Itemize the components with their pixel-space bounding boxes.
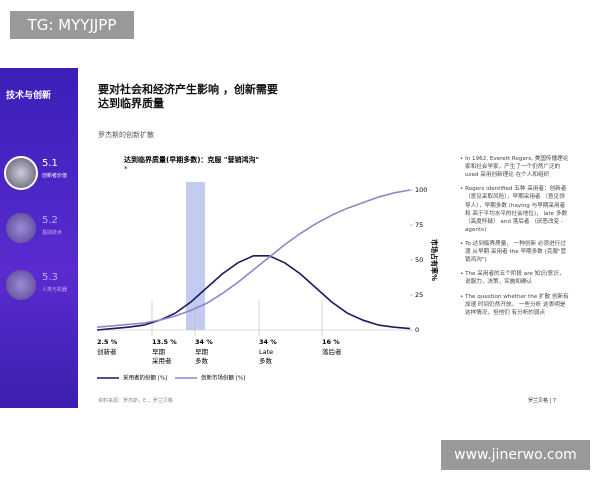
sidebar-title: 技术与创新 (6, 91, 52, 101)
watermark: TG: MYYJJPP (10, 11, 134, 39)
y2-tick-label: 25 (415, 291, 423, 299)
y2-tick-label: 75 (415, 221, 423, 229)
sidebar: 技术与创新 5.1 创新者价值 5.2 基础技术 5.3 人类与机器 (0, 68, 78, 408)
segment-share: 16 % (322, 338, 340, 346)
segment-name: 早期 (195, 348, 209, 356)
segment-share: 2.5 % (97, 338, 118, 346)
notes: • In 1962, Everett Rogers, 美国传播理论家和社会学家，… (460, 155, 570, 323)
y2-axis-label: 市场占有率% (430, 239, 439, 281)
note: • In 1962, Everett Rogers, 美国传播理论家和社会学家，… (460, 156, 569, 179)
note: • The 采用者的五个阶段 are 知识/意识，说服力，决策，实施和确认 (460, 271, 565, 286)
segment-name: 多数 (259, 356, 273, 365)
title-line: 要对社会和经济产生影响 ，创新需要 (98, 83, 278, 96)
y2-tick-label: 0 (415, 326, 419, 334)
footer-page: 罗兰贝格 | 7 (528, 398, 557, 404)
chart-title-note: * (124, 165, 128, 173)
note: • Rogers identified 五种 采用者：创新者 （意见采取风险），… (460, 186, 568, 233)
y2-tick-label: 50 (415, 256, 423, 264)
segment-name: 采用者 (152, 356, 172, 365)
series-line (96, 255, 411, 331)
footer-source: 资料来源：罗杰斯，E.；罗兰贝格 (98, 398, 173, 404)
nav-number: 5.2 (42, 215, 58, 226)
legend-label: 采用者的份额 [%] (123, 374, 167, 382)
slide-title: 要对社会和经济产生影响 ，创新需要 达到临界质量 (98, 83, 278, 111)
segment-share: 34 % (259, 338, 277, 346)
segment-share: 34 % (195, 338, 213, 346)
segment-name: 创新者 (97, 347, 117, 356)
chart-title: 达到临界质量(早期多数)：克服 "营销鸿沟" (124, 155, 259, 164)
nav-label: 人类与机器 (42, 287, 68, 293)
legend-label: 创新市场份额 [%] (201, 374, 245, 382)
watermark: www.jinerwo.com (441, 440, 590, 470)
title-line: 达到临界质量 (98, 97, 164, 110)
segment-name: 早期 (152, 348, 166, 356)
segment-name: 落后者 (322, 347, 342, 356)
subtitle: 罗杰斯的创新扩散 (98, 131, 154, 139)
nav-number: 5.1 (42, 158, 58, 169)
segment-share: 13.5 % (152, 338, 177, 346)
y2-tick-label: 100 (415, 186, 427, 194)
segment-name: Late (259, 348, 273, 356)
series-line (96, 189, 411, 328)
note: • The question whether the 扩散 创新有 加速 时间仍… (460, 293, 569, 316)
nav-number: 5.3 (42, 272, 58, 283)
segment-name: 多数 (195, 356, 209, 365)
nav-label: 基础技术 (42, 230, 63, 236)
nav-label: 创新者价值 (42, 173, 68, 179)
note: • To 达到临界质量， 一种创新 必须进行过渡 从早期 采用者 the 早期多… (460, 240, 567, 264)
